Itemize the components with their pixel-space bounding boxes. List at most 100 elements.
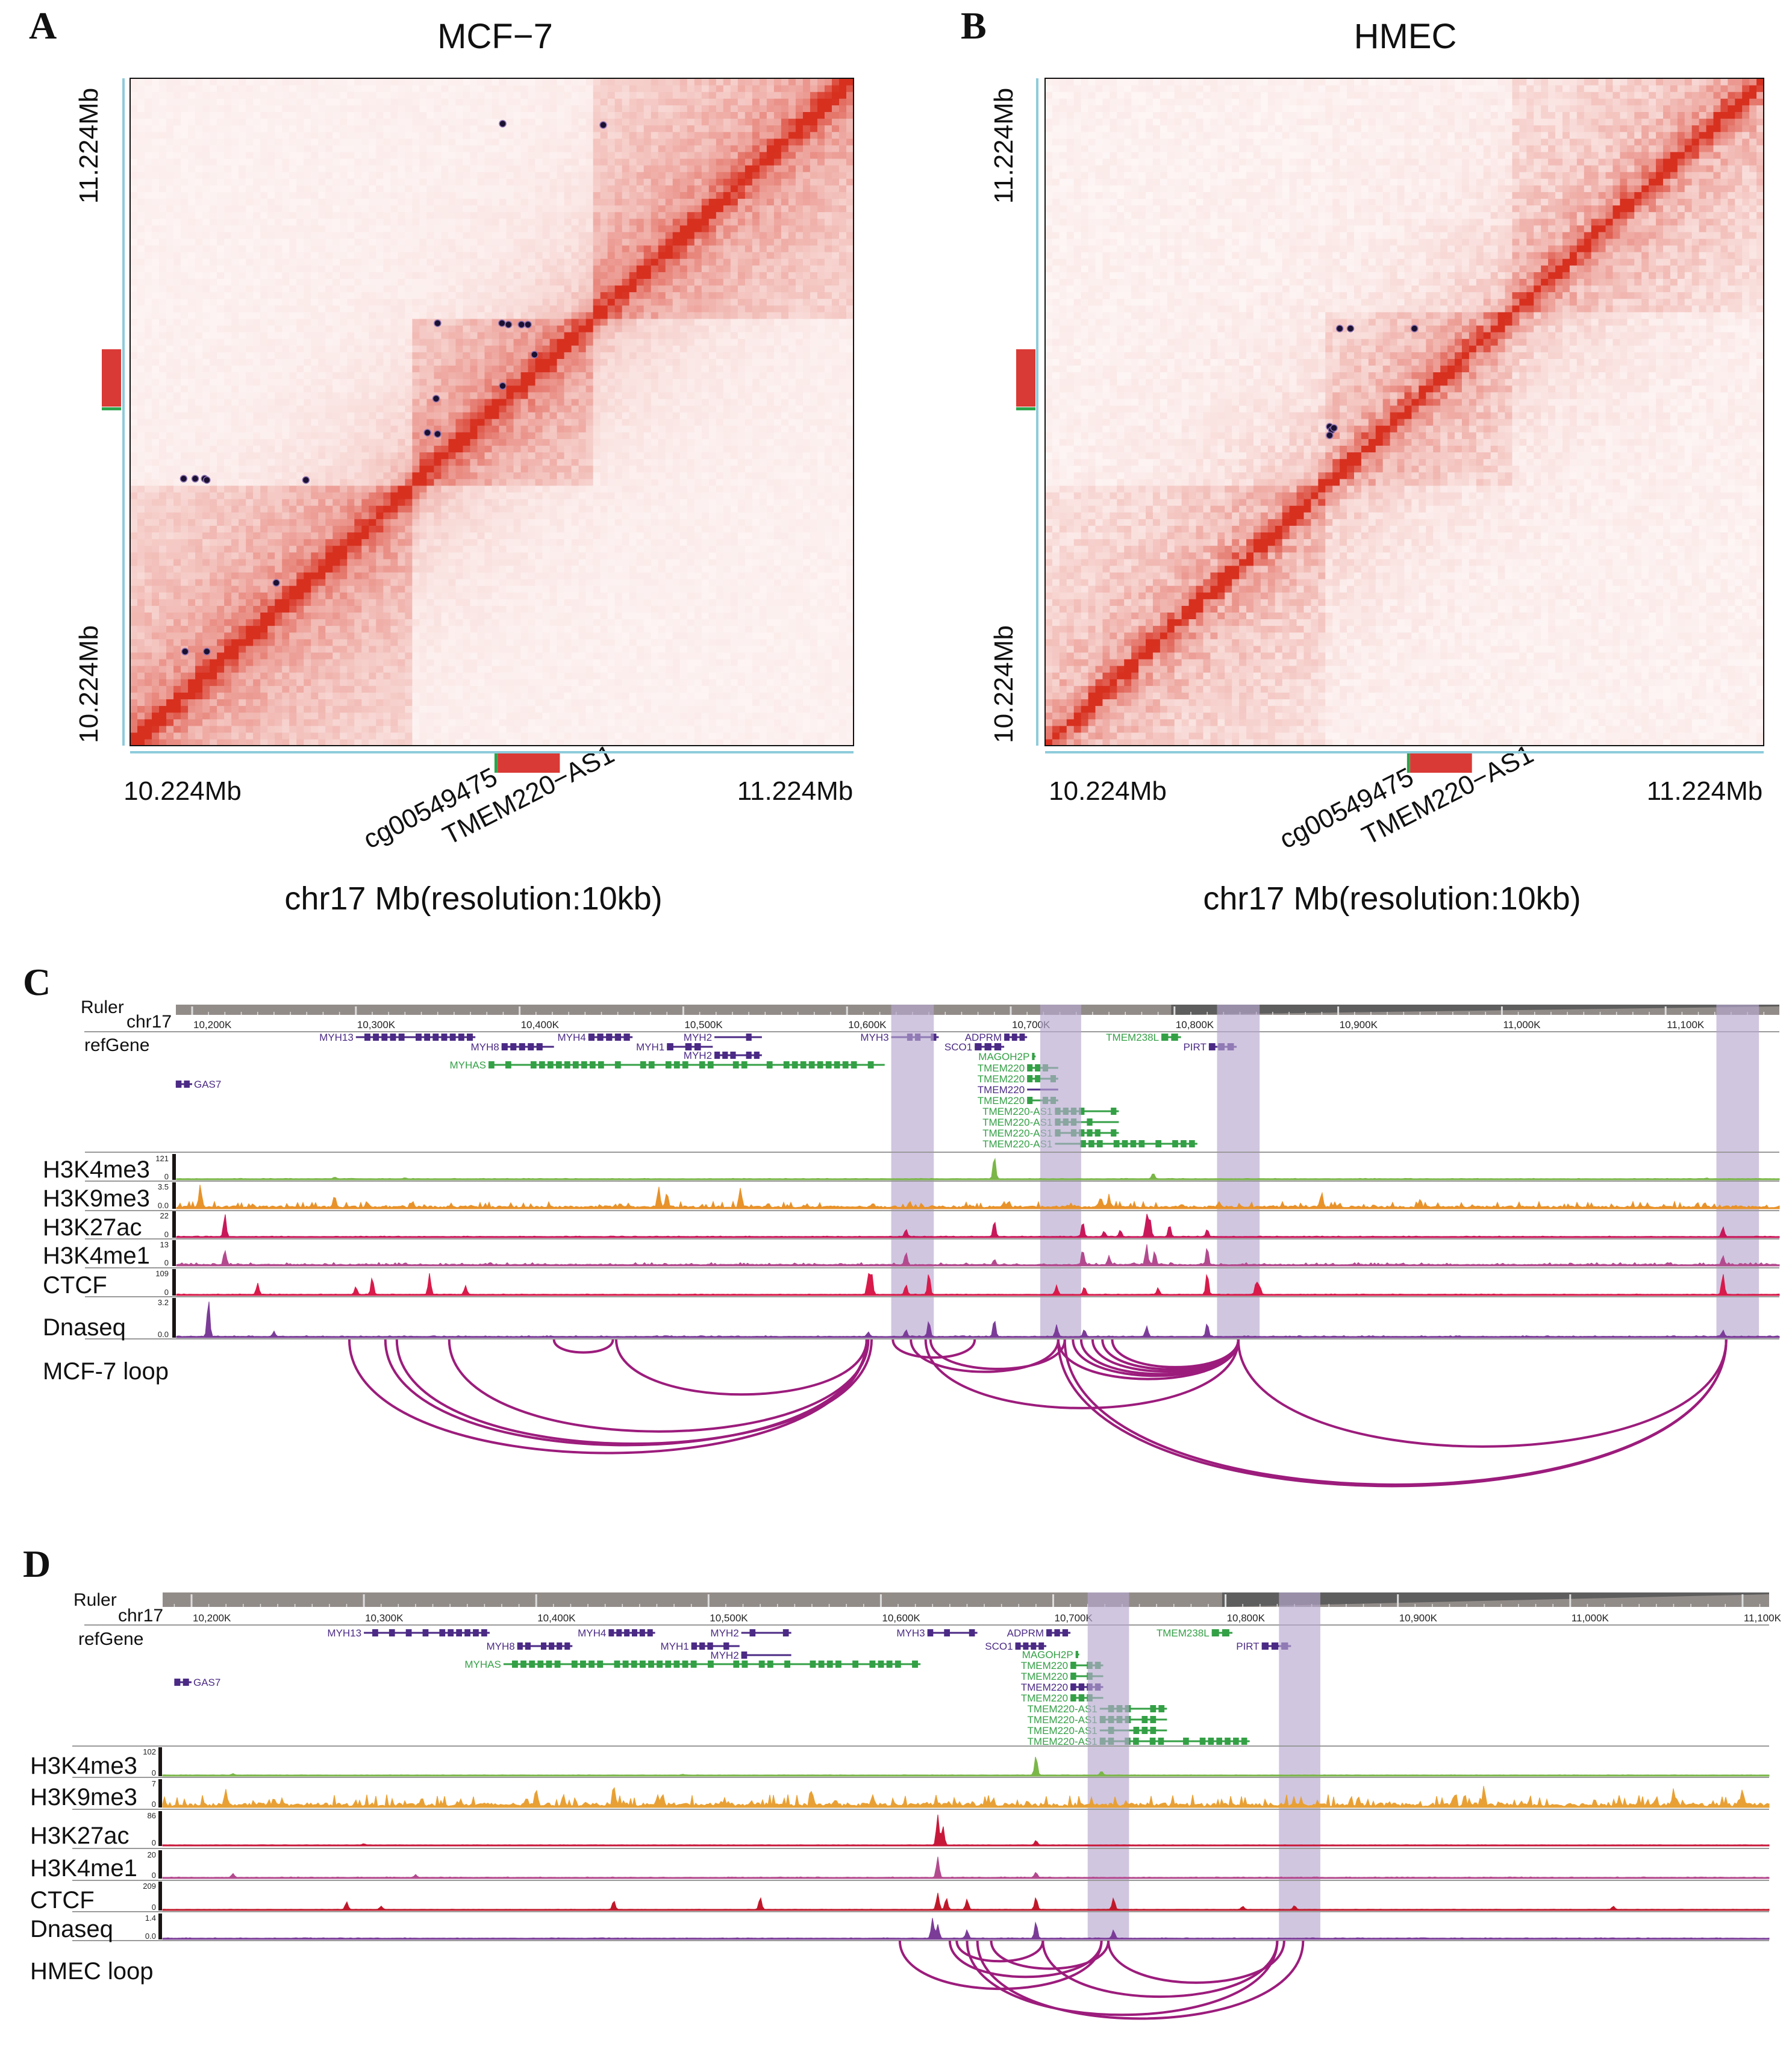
heatmap-cell [405, 705, 413, 713]
heatmap-cell [347, 658, 355, 666]
heatmap-cell [231, 592, 239, 599]
heatmap-cell [267, 311, 275, 319]
heatmap-cell [296, 532, 304, 540]
heatmap-cell [383, 412, 391, 419]
heatmap-cell [253, 719, 261, 726]
heatmap-cell [398, 505, 405, 513]
heatmap-cell [376, 211, 384, 219]
heatmap-cell [282, 685, 290, 693]
heatmap-cell [275, 85, 283, 92]
heatmap-cell [455, 592, 464, 599]
heatmap-cell [340, 619, 348, 626]
heatmap-cell [477, 245, 485, 252]
heatmap-cell [246, 92, 254, 99]
heatmap-cell [340, 572, 348, 579]
heatmap-cell [470, 499, 478, 506]
heatmap-cell [412, 358, 420, 366]
heatmap-cell [289, 385, 297, 393]
heatmap-cell [405, 658, 413, 666]
heatmap-cell [159, 599, 167, 606]
heatmap-cell [282, 231, 290, 239]
heatmap-cell [340, 158, 348, 166]
heatmap-cell [325, 218, 333, 226]
heatmap-cell [463, 272, 471, 279]
heatmap-cell [289, 538, 297, 546]
heatmap-cell [181, 499, 189, 506]
heatmap-cell [448, 158, 457, 166]
heatmap-cell [224, 679, 232, 686]
heatmap-cell [398, 352, 405, 359]
heatmap-cell [311, 619, 319, 626]
heatmap-cell [448, 472, 457, 479]
heatmap-cell [289, 712, 297, 720]
heatmap-cell [260, 672, 268, 679]
heatmap-cell [202, 458, 210, 466]
heatmap-cell [217, 305, 225, 313]
heatmap-cell [289, 619, 297, 626]
heatmap-cell [275, 265, 283, 272]
heatmap-cell [231, 378, 239, 386]
heatmap-cell [390, 211, 398, 219]
heatmap-cell [152, 565, 160, 573]
x-end-label-b: 11.224Mb [1647, 776, 1762, 806]
heatmap-cell [434, 699, 442, 706]
heatmap-cell [419, 538, 428, 546]
heatmap-cell [130, 178, 138, 186]
heatmap-cell [398, 298, 405, 306]
heatmap-cell [390, 92, 398, 99]
heatmap-cell [246, 412, 254, 419]
heatmap-cell [318, 391, 326, 399]
heatmap-cell [369, 325, 376, 332]
heatmap-cell [152, 292, 160, 299]
heatmap-cell [369, 699, 376, 706]
heatmap-cell [354, 105, 362, 112]
heatmap-cell [231, 125, 239, 133]
heatmap-cell [311, 525, 319, 533]
heatmap-cell [455, 452, 464, 460]
heatmap-cell [202, 632, 210, 640]
heatmap-cell [426, 352, 435, 359]
heatmap-cell [296, 545, 304, 553]
heatmap-cell [426, 118, 435, 126]
heatmap-cell [239, 685, 246, 693]
heatmap-cell [267, 638, 275, 646]
heatmap-cell [311, 452, 319, 460]
heatmap-cell [267, 345, 275, 352]
heatmap-cell [398, 305, 405, 313]
heatmap-cell [311, 218, 319, 226]
heatmap-cell [347, 425, 355, 432]
heatmap-cell [354, 505, 362, 513]
heatmap-cell [173, 352, 181, 359]
heatmap-cell [304, 138, 311, 146]
heatmap-cell [166, 491, 174, 499]
heatmap-cell [166, 738, 174, 746]
heatmap-cell [246, 332, 254, 339]
heatmap-cell [173, 178, 181, 186]
heatmap-cell [347, 218, 355, 226]
heatmap-cell [181, 265, 189, 272]
heatmap-cell [304, 325, 311, 332]
heatmap-cell [369, 378, 376, 386]
heatmap-cell [412, 579, 420, 586]
heatmap-cell [463, 218, 471, 226]
heatmap-cell [217, 165, 225, 172]
heatmap-cell [361, 111, 369, 119]
heatmap-cell [405, 645, 413, 653]
heatmap-cell [441, 705, 449, 713]
heatmap-cell [398, 625, 405, 633]
heatmap-cell [173, 145, 181, 152]
heatmap-cell [239, 198, 246, 206]
heatmap-cell [260, 92, 268, 99]
heatmap-cell [448, 198, 457, 206]
heatmap-cell [275, 78, 283, 86]
heatmap-cell [239, 352, 246, 359]
heatmap-cell [166, 125, 174, 133]
heatmap-cell [419, 679, 428, 686]
heatmap-cell [224, 352, 232, 359]
heatmap-cell [477, 185, 485, 192]
heatmap-cell [217, 111, 225, 119]
heatmap-cell [166, 458, 174, 466]
heatmap-cell [253, 278, 261, 286]
heatmap-cell [202, 538, 210, 546]
heatmap-cell [130, 305, 138, 313]
